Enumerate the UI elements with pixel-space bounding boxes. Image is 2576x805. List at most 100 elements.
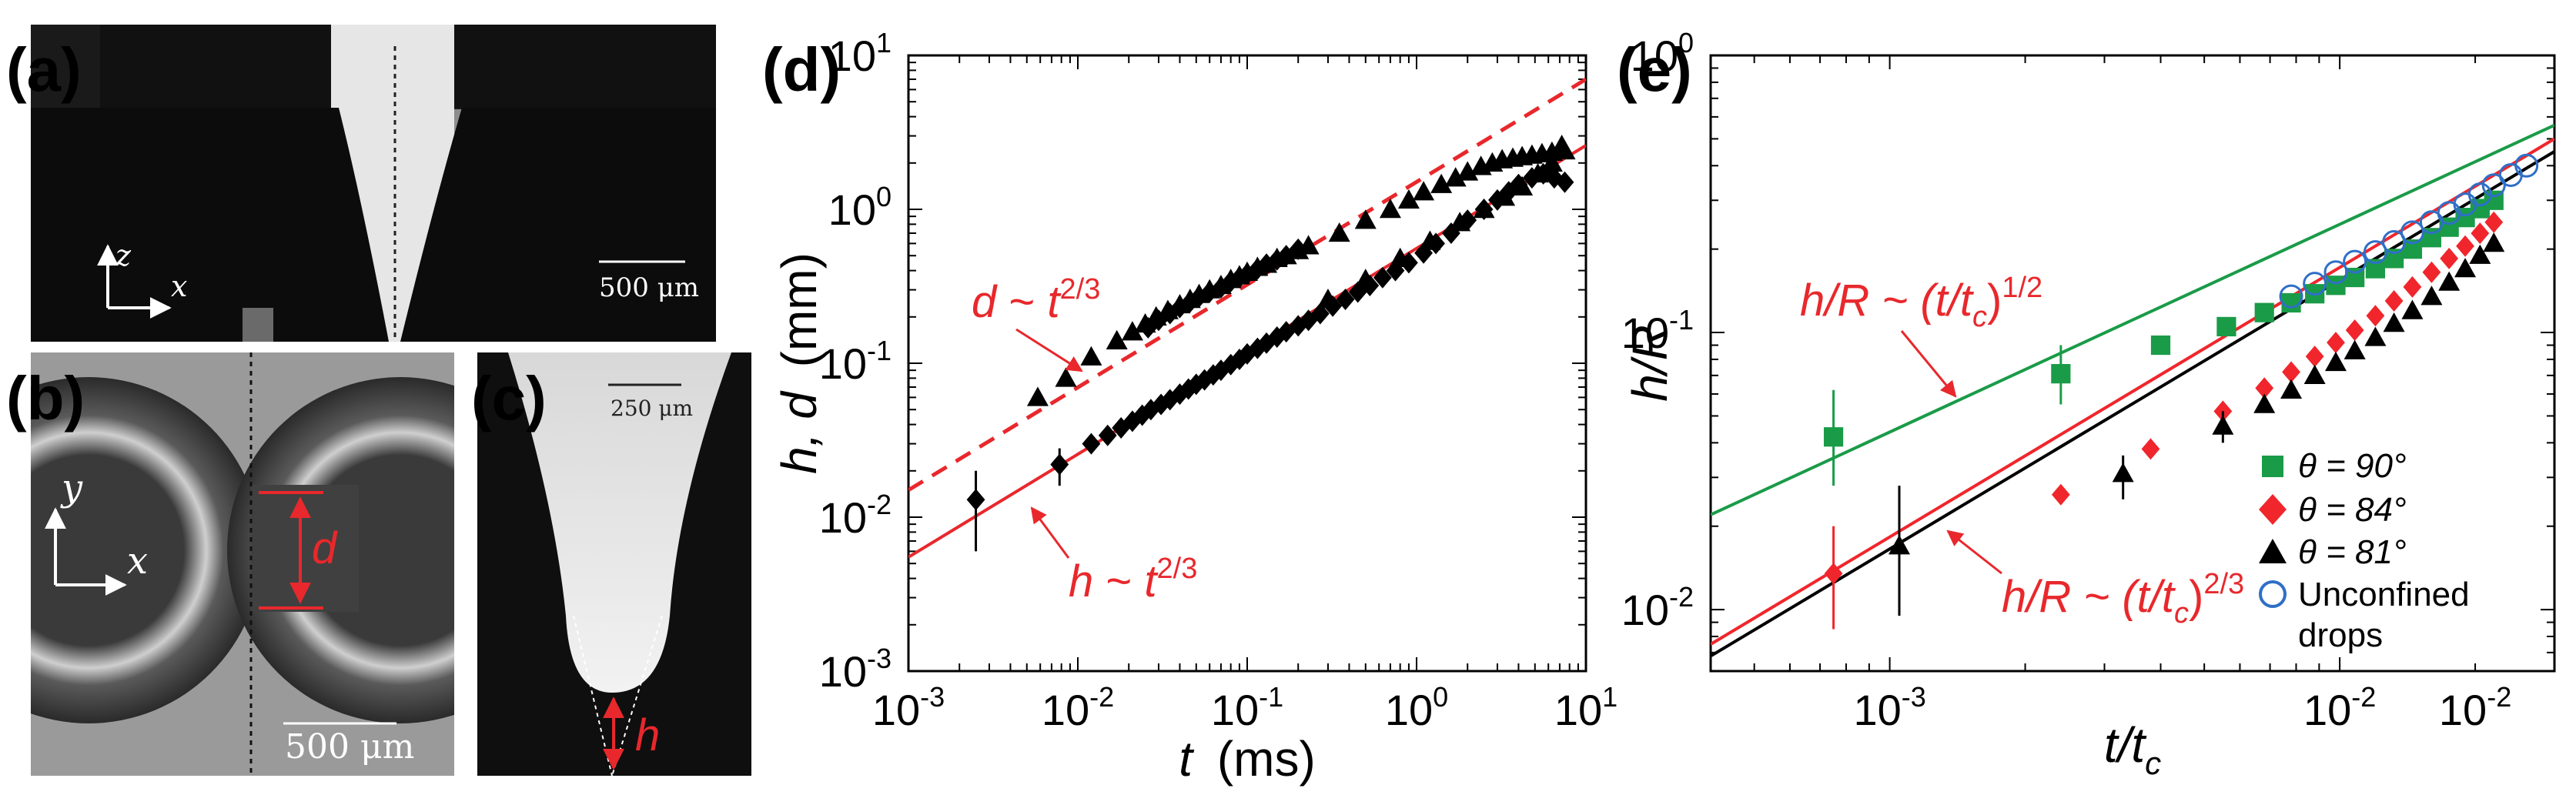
tick-marks-e xyxy=(1710,55,2555,672)
y-tick-label: 10-3 xyxy=(819,643,892,696)
y-tick-label: 10-1 xyxy=(819,335,892,388)
data-point xyxy=(2254,302,2274,322)
data-point xyxy=(2255,377,2274,399)
data-point xyxy=(1499,181,1518,203)
x-tick-label: 10-1 xyxy=(1211,681,1283,734)
data-point xyxy=(1442,222,1460,244)
data-point xyxy=(1336,289,1355,311)
axis-z-label: z xyxy=(115,239,132,272)
data-point xyxy=(1389,247,1411,267)
data-point xyxy=(2282,361,2300,383)
panel-label-a: (a) xyxy=(6,35,82,104)
axes-indicator-b: y x xyxy=(45,466,148,596)
data-point xyxy=(1080,346,1102,366)
data-point xyxy=(2471,222,2490,245)
data-point xyxy=(2498,162,2523,187)
legend-marker-90 xyxy=(2262,456,2283,477)
y-axis-title-d: h, d (mm) xyxy=(771,252,827,474)
data-points-e xyxy=(1823,153,2539,630)
fit-lines-e xyxy=(1711,123,2554,658)
legend-label-unconfined-2: drops xyxy=(2298,616,2383,654)
axis-y-label: y xyxy=(60,466,83,509)
scale-label-c: 250 μm xyxy=(611,396,693,421)
data-point xyxy=(2422,261,2441,283)
legend-label-81: θ = 81° xyxy=(2298,533,2407,571)
panel-label-c: (c) xyxy=(471,364,547,433)
plot-frame-e xyxy=(1709,54,2556,673)
data-point xyxy=(1142,399,1160,421)
legend-label-84: θ = 84° xyxy=(2298,491,2407,529)
data-point xyxy=(1555,171,1574,193)
data-point xyxy=(2363,240,2387,265)
annotation-twothirds-arrow xyxy=(1946,529,2002,575)
data-point xyxy=(1257,332,1276,354)
panel-e: (e) 10-3 10-2 10-2 10-2 10-1 100 t/tc h/R h/… xyxy=(1617,27,2556,781)
x-tick-label: 100 xyxy=(1385,681,1448,734)
data-point xyxy=(2141,438,2160,460)
data-point xyxy=(1413,181,1435,201)
panel-b: (b) y x d 500 μm xyxy=(6,352,454,776)
data-point xyxy=(1082,433,1101,455)
data-point xyxy=(2343,339,2366,359)
data-point xyxy=(2345,319,2364,341)
data-point xyxy=(2456,235,2474,257)
annotation-half-arrow xyxy=(1900,330,1957,398)
data-point xyxy=(2440,247,2459,269)
data-point xyxy=(1379,199,1401,219)
data-point xyxy=(1221,353,1240,376)
annotation-h-arrow xyxy=(1030,506,1070,559)
data-point xyxy=(2051,483,2070,506)
x-tick-labels-e: 10-3 10-2 10-2 xyxy=(1853,681,2511,734)
data-point xyxy=(2281,292,2301,313)
data-point xyxy=(1328,222,1350,242)
panel-c: (c) 250 μm h xyxy=(471,352,751,776)
data-point xyxy=(1026,386,1049,406)
y-tick-label: 100 xyxy=(828,181,892,234)
data-point xyxy=(1221,270,1240,292)
data-point xyxy=(1541,152,1563,172)
annotation-half: h/R ~ (t/tc)1/2 xyxy=(1800,272,2042,398)
data-point xyxy=(1212,276,1230,299)
y-tick-labels-d: 10-3 10-2 10-1 100 101 xyxy=(819,27,892,696)
annotation-d-fit: d ~ t2/3 xyxy=(972,273,1100,372)
annotation-twothirds-text: h/R ~ (t/tc)2/3 xyxy=(2002,568,2244,630)
x-tick-label: 10-2 xyxy=(1042,681,1114,734)
data-point xyxy=(1098,424,1117,446)
annotation-h-text: h ~ t2/3 xyxy=(1069,553,1197,606)
data-point xyxy=(2303,364,2326,385)
data-point xyxy=(2305,346,2324,368)
data-point xyxy=(2364,326,2387,346)
y-tick-label: 10-1 xyxy=(1621,304,1694,357)
data-point xyxy=(1354,269,1377,289)
x-tick-label: 10-3 xyxy=(1853,681,1925,734)
data-point xyxy=(1316,289,1339,309)
axis-x-label-a: x xyxy=(171,269,187,303)
data-point xyxy=(2420,286,2443,306)
y-tick-labels-e: 10-2 10-1 100 xyxy=(1621,27,1694,634)
data-point xyxy=(1112,417,1131,439)
data-point xyxy=(2279,284,2303,309)
x-axis-title-d: t (ms) xyxy=(1179,731,1316,787)
data-point xyxy=(2384,290,2404,312)
data-point xyxy=(2323,260,2348,285)
annotation-d-text: d ~ t2/3 xyxy=(972,273,1100,327)
data-point xyxy=(2343,249,2367,274)
annotation-h-fit: h ~ t2/3 xyxy=(1030,506,1197,606)
panel-label-b: (b) xyxy=(6,364,85,433)
data-point xyxy=(2150,335,2171,356)
x-tick-label: 10-2 xyxy=(2303,681,2376,734)
data-point xyxy=(1160,302,1179,325)
scale-label-a: 500 μm xyxy=(599,272,699,303)
annotation-twothirds: h/R ~ (t/tc)2/3 xyxy=(1946,529,2244,630)
data-point xyxy=(2454,258,2477,278)
y-tick-label: 100 xyxy=(1631,27,1694,80)
data-point xyxy=(1373,266,1392,289)
panel-label-d: (d) xyxy=(762,35,841,104)
annotation-d-arrow xyxy=(1015,328,1083,372)
y-tick-label: 101 xyxy=(828,27,892,80)
data-point xyxy=(2216,316,2236,337)
y-axis-title-e: h/R xyxy=(1622,325,1678,402)
data-point xyxy=(2366,305,2385,327)
d-marker: d xyxy=(259,491,338,610)
